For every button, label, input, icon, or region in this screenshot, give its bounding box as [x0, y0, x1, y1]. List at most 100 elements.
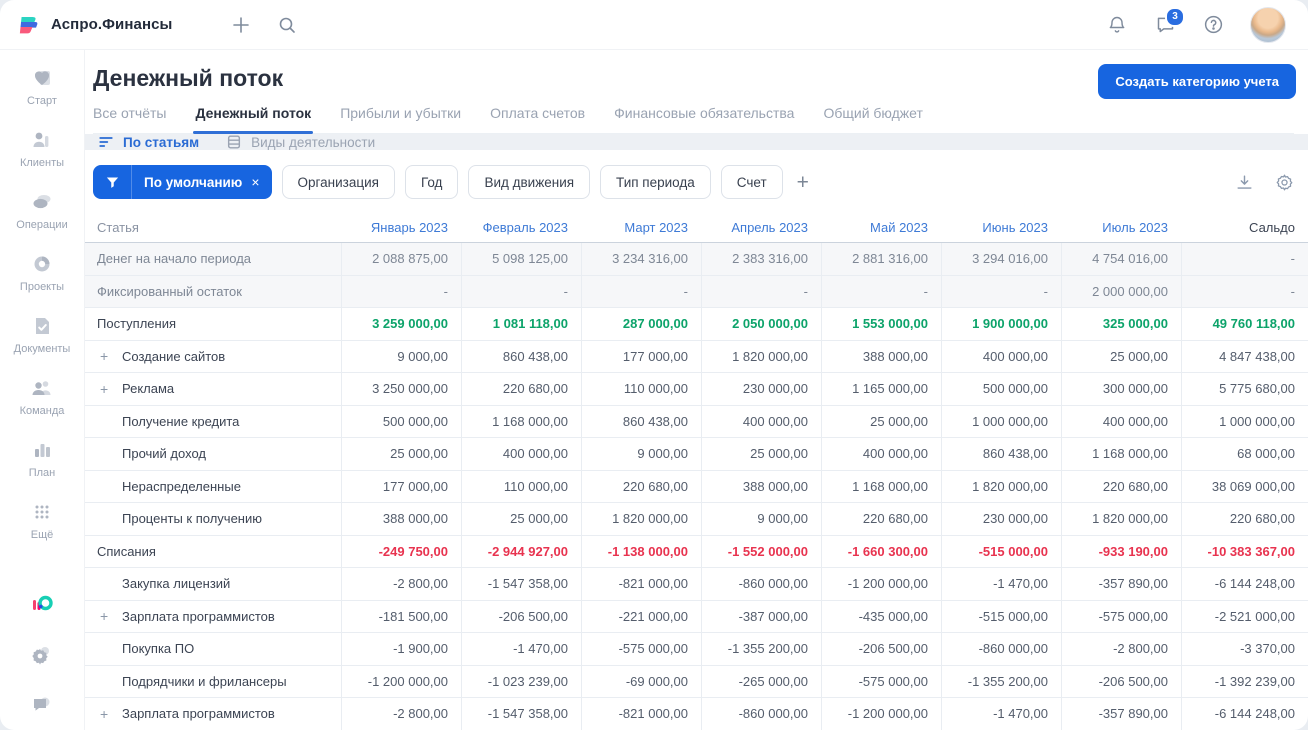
table-row[interactable]: Нераспределенные 177 000,00 110 000,00 220 …	[85, 470, 1308, 503]
filter-button[interactable]: Год	[404, 165, 459, 199]
sidebar-item-operations[interactable]: Операции	[16, 190, 68, 231]
brand-icon	[18, 13, 42, 37]
tab-inactive[interactable]: Прибыли и убытки	[340, 105, 462, 121]
row-label-cell: Списания	[85, 536, 341, 568]
column-header-month[interactable]: Июнь 2023	[941, 213, 1061, 243]
column-header-month[interactable]: Январь 2023	[341, 213, 461, 243]
table-row[interactable]: Списания -249 750,00 -2 944 927,00 -1 138 0…	[85, 535, 1308, 568]
help-icon[interactable]	[1202, 14, 1224, 36]
value-cell: -357 890,00	[1061, 698, 1181, 730]
table-row[interactable]: Проценты к получению 388 000,00 25 000,00 1…	[85, 503, 1308, 536]
value-cell: 110 000,00	[461, 470, 581, 503]
filter-button[interactable]: Вид движения	[468, 165, 591, 199]
plan-icon	[30, 438, 54, 462]
settings-icon[interactable]	[30, 642, 54, 666]
subtab-label: Виды деятельности	[251, 134, 376, 150]
top-bar: Аспро.Финансы 3	[0, 0, 1308, 50]
table-row[interactable]: Денег на начало периода 2 088 875,00 5 098…	[85, 243, 1308, 276]
cashflow-table: Статья Январь 2023 Февраль 2023 Март 2023 Ап…	[85, 213, 1308, 730]
table-row[interactable]: Фиксированный остаток - - - - - -2 000 000,00-	[85, 275, 1308, 308]
column-header-month[interactable]: Апрель 2023	[701, 213, 821, 243]
more-icon	[30, 500, 54, 524]
download-icon[interactable]	[1235, 173, 1254, 192]
value-cell: -1 547 358,00	[461, 568, 581, 601]
table-row[interactable]: Покупка ПО -1 900,00 -1 470,00 -575 000,00-…	[85, 633, 1308, 666]
filter-button[interactable]: Счет	[720, 165, 783, 199]
value-cell: 3 259 000,00	[341, 308, 461, 341]
table-row[interactable]: Получение кредита 500 000,00 1 168 000,00 8…	[85, 405, 1308, 438]
sidebar-item-label: Проекты	[19, 281, 65, 293]
tab-inactive[interactable]: Все отчёты	[93, 105, 167, 121]
feedback-icon[interactable]	[30, 692, 54, 716]
saldo-cell: 38 069 000,00	[1181, 470, 1308, 503]
sidebar-item-more[interactable]: Ещё	[30, 500, 54, 541]
saldo-cell: 49 760 118,00	[1181, 308, 1308, 341]
subtab[interactable]: Виды деятельности	[226, 134, 375, 150]
expand-icon[interactable]: +	[100, 705, 109, 722]
bell-icon[interactable]	[1106, 14, 1128, 36]
sidebar-footer	[30, 592, 54, 716]
page-title: Денежный поток	[93, 65, 284, 91]
close-icon[interactable]: ×	[251, 174, 260, 190]
tab-active[interactable]: Денежный поток	[193, 105, 313, 134]
value-cell: -1 200 000,00	[821, 698, 941, 730]
value-cell: -1 470,00	[941, 568, 1061, 601]
table-row[interactable]: + Создание сайтов 9 000,00 860 438,00 177 00…	[85, 340, 1308, 373]
table-row[interactable]: Прочий доход 25 000,00 400 000,00 9 000,00 2…	[85, 438, 1308, 471]
active-filter-chip[interactable]: По умолчанию ×	[93, 165, 272, 199]
value-cell: 860 438,00	[581, 405, 701, 438]
value-cell: -1 900,00	[341, 633, 461, 666]
row-label-cell: Подрядчики и фрилансеры	[85, 666, 341, 698]
sidebar-item-documents[interactable]: Документы	[14, 314, 70, 355]
saldo-cell: 4 847 438,00	[1181, 340, 1308, 373]
expand-icon[interactable]: +	[100, 348, 109, 365]
expand-icon[interactable]: +	[100, 608, 109, 625]
create-category-button[interactable]: Создать категорию учета	[1098, 64, 1296, 99]
app-logo[interactable]: Аспро.Финансы	[18, 13, 172, 37]
filter-button[interactable]: Тип периода	[600, 165, 711, 199]
saldo-cell: 220 680,00	[1181, 503, 1308, 536]
sidebar-item-projects[interactable]: Проекты	[20, 252, 64, 293]
column-header-month[interactable]: Май 2023	[821, 213, 941, 243]
settings-icon[interactable]	[1275, 173, 1294, 192]
table-row[interactable]: Подрядчики и фрилансеры -1 200 000,00 -1 0…	[85, 665, 1308, 698]
row-label: Прочий доход	[122, 446, 206, 462]
table-row[interactable]: + Зарплата программистов -181 500,00 -206 5…	[85, 600, 1308, 633]
add-icon[interactable]	[230, 14, 252, 36]
sidebar-item-plan[interactable]: План	[29, 438, 55, 479]
sidebar-item-start[interactable]: Старт	[27, 66, 57, 107]
table-row[interactable]: + Зарплата программистов -2 800,00 -1 547 3…	[85, 698, 1308, 730]
aspro-logo[interactable]	[30, 592, 54, 616]
sidebar-item-clients[interactable]: Клиенты	[20, 128, 64, 169]
subtab[interactable]: По статьям	[98, 134, 199, 150]
value-cell: -435 000,00	[821, 600, 941, 633]
table-row[interactable]: Поступления 3 259 000,00 1 081 118,00 287 0…	[85, 308, 1308, 341]
search-icon[interactable]	[276, 14, 298, 36]
expand-icon[interactable]: +	[100, 380, 109, 397]
chat-icon[interactable]: 3	[1154, 6, 1185, 36]
column-header-month[interactable]: Март 2023	[581, 213, 701, 243]
column-header-month[interactable]: Февраль 2023	[461, 213, 581, 243]
value-cell: 300 000,00	[1061, 373, 1181, 406]
value-cell: 1 081 118,00	[461, 308, 581, 341]
tab-inactive[interactable]: Общий бюджет	[823, 105, 923, 121]
column-header-month[interactable]: Июль 2023	[1061, 213, 1181, 243]
table-row[interactable]: + Реклама 3 250 000,00 220 680,00 110 000,00…	[85, 373, 1308, 406]
value-cell: -206 500,00	[821, 633, 941, 666]
sidebar-item-team[interactable]: Команда	[20, 376, 64, 417]
row-label: Фиксированный остаток	[97, 283, 242, 299]
chat-badge: 3	[1165, 6, 1185, 27]
filter-button[interactable]: Организация	[281, 165, 395, 199]
value-cell: -860 000,00	[701, 698, 821, 730]
value-cell: -933 190,00	[1061, 535, 1181, 568]
tab-inactive[interactable]: Финансовые обязательства	[614, 105, 795, 121]
active-filter-label: По умолчанию	[144, 174, 243, 190]
add-filter-button[interactable]: +	[796, 170, 809, 194]
table-row[interactable]: Закупка лицензий -2 800,00 -1 547 358,00 -8…	[85, 568, 1308, 601]
avatar[interactable]	[1250, 6, 1286, 43]
projects-icon	[30, 252, 54, 276]
sidebar-item-label: Старт	[27, 95, 57, 107]
tab-inactive[interactable]: Оплата счетов	[490, 105, 586, 121]
value-cell: -575 000,00	[821, 665, 941, 698]
value-cell: -1 200 000,00	[341, 665, 461, 698]
